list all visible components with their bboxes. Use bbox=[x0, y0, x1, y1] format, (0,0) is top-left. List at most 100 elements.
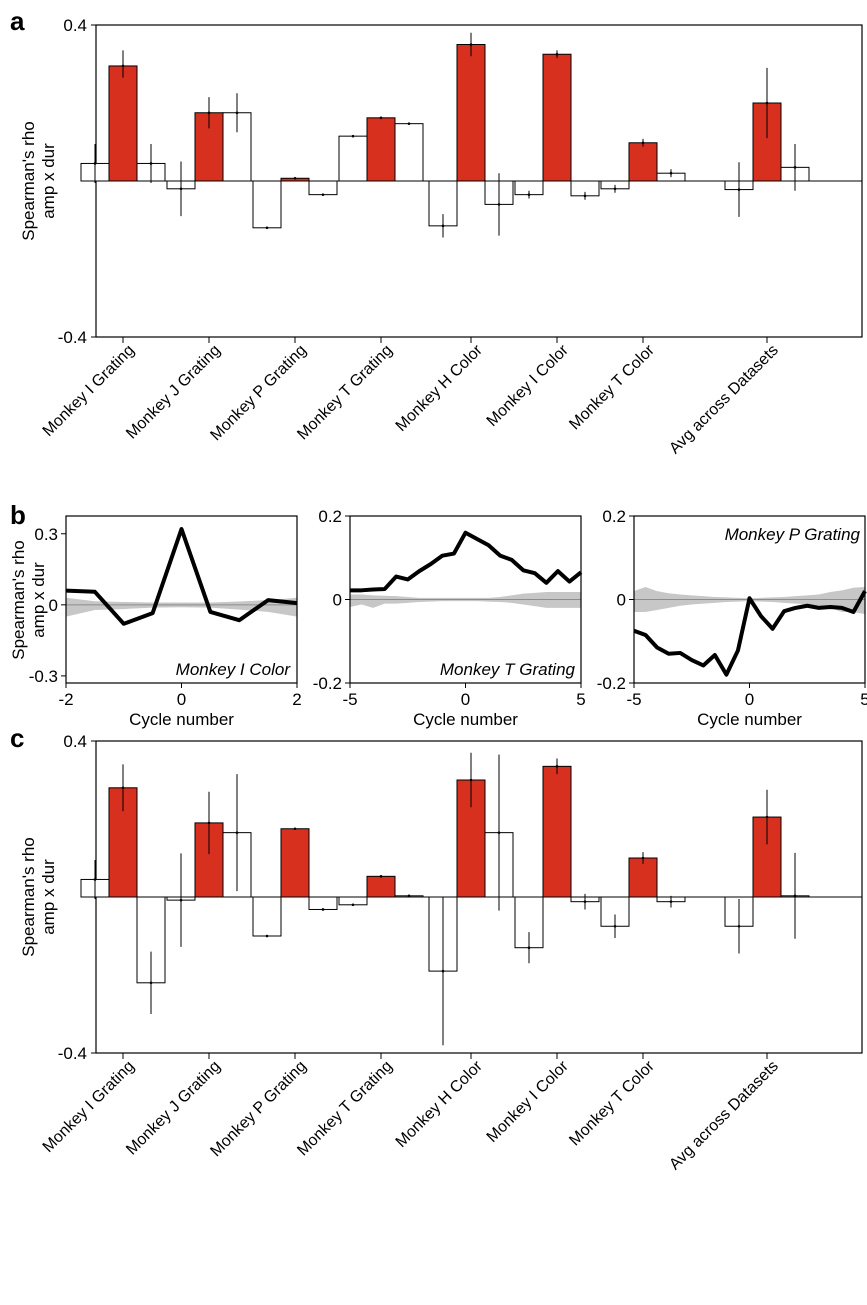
bar-mean-dot bbox=[265, 226, 269, 230]
panel-label-a: a bbox=[10, 6, 25, 36]
bar-mean-dot bbox=[527, 946, 531, 949]
y-axis-label: Spearman's rhoamp x dur bbox=[19, 837, 58, 956]
category-label: Monkey I Grating bbox=[40, 1058, 138, 1156]
x-tick-label: 0 bbox=[745, 690, 754, 709]
bar bbox=[308, 896, 338, 910]
bar-mean-dot bbox=[293, 827, 297, 831]
category-label: Monkey T Color bbox=[566, 1057, 658, 1149]
y-tick-label: -0.2 bbox=[597, 674, 626, 693]
x-axis-label: Cycle number bbox=[129, 710, 234, 729]
y-axis-label-line: Spearman's rho bbox=[19, 121, 38, 240]
x-axis-label: Cycle number bbox=[413, 710, 518, 729]
y-axis-label: Spearman's rhoamp x dur bbox=[9, 540, 48, 659]
bar-mean-dot bbox=[765, 101, 769, 105]
bar-mean-dot bbox=[293, 176, 297, 180]
y-tick-label: -0.4 bbox=[58, 328, 87, 347]
data-line bbox=[65, 527, 298, 626]
category-label: Monkey I Color bbox=[484, 341, 573, 430]
category-label: Monkey H Color bbox=[393, 1057, 487, 1151]
category-label: Monkey P Grating bbox=[207, 342, 309, 444]
bar-mean-dot bbox=[179, 898, 183, 902]
x-tick-label: 5 bbox=[576, 690, 585, 709]
bar-mean-dot bbox=[555, 765, 559, 768]
data-line bbox=[633, 590, 867, 677]
y-tick-label: 0.4 bbox=[63, 16, 87, 35]
bar bbox=[542, 765, 572, 898]
bar-mean-dot bbox=[527, 193, 531, 196]
bar-mean-dot bbox=[179, 187, 183, 191]
y-tick-label: -0.2 bbox=[313, 674, 342, 693]
bar-mean-dot bbox=[641, 141, 645, 145]
bar-mean-dot bbox=[469, 43, 473, 46]
x-tick-label: 2 bbox=[292, 690, 301, 709]
x-tick-label: 5 bbox=[860, 690, 867, 709]
category-label: Avg across Datasets bbox=[666, 342, 782, 458]
panel-label-c: c bbox=[10, 723, 24, 753]
bar-mean-dot bbox=[737, 188, 741, 191]
bar-mean-dot bbox=[737, 924, 741, 928]
bar-mean-dot bbox=[265, 934, 269, 938]
category-label: Monkey J Grating bbox=[123, 342, 224, 443]
bar-mean-dot bbox=[379, 116, 383, 120]
bar-mean-dot bbox=[407, 122, 411, 125]
bar-mean-dot bbox=[207, 821, 211, 825]
bar-mean-dot bbox=[121, 786, 125, 790]
category-label: Monkey I Grating bbox=[40, 342, 138, 440]
bar bbox=[222, 112, 252, 182]
bar-mean-dot bbox=[613, 924, 617, 928]
bar-mean-dot bbox=[207, 111, 211, 115]
bar-mean-dot bbox=[93, 878, 97, 881]
y-axis-label: Spearman's rhoamp x dur bbox=[19, 121, 58, 240]
subplot-label: Monkey P Grating bbox=[725, 525, 861, 544]
bar bbox=[252, 896, 282, 937]
y-tick-label: -0.4 bbox=[58, 1044, 87, 1063]
bar-mean-dot bbox=[149, 981, 153, 985]
bar bbox=[366, 875, 396, 898]
y-tick-label: 0 bbox=[617, 591, 626, 610]
bar bbox=[108, 65, 138, 182]
bar bbox=[456, 44, 486, 182]
bar-mean-dot bbox=[351, 134, 355, 138]
bar-mean-dot bbox=[441, 969, 445, 973]
bar-mean-dot bbox=[641, 856, 645, 860]
subplot-label: Monkey I Color bbox=[176, 660, 292, 679]
data-line bbox=[350, 530, 583, 593]
y-axis-label-line: Spearman's rho bbox=[9, 540, 28, 659]
bar-mean-dot bbox=[765, 815, 769, 819]
category-label: Monkey H Color bbox=[393, 341, 487, 435]
category-label: Monkey T Color bbox=[566, 341, 658, 433]
x-axis-label: Cycle number bbox=[697, 710, 802, 729]
bar-mean-dot bbox=[497, 831, 501, 834]
bar-mean-dot bbox=[93, 162, 97, 165]
category-label: Monkey T Grating bbox=[294, 342, 396, 444]
bar-mean-dot bbox=[235, 831, 239, 834]
panel-label-b: b bbox=[10, 500, 26, 530]
x-tick-label: 0 bbox=[461, 690, 470, 709]
y-tick-label: 0.3 bbox=[34, 525, 58, 544]
y-tick-label: -0.3 bbox=[29, 667, 58, 686]
category-label: Monkey T Grating bbox=[294, 1058, 396, 1160]
y-axis-label-line: amp x dur bbox=[39, 859, 58, 935]
subplot-label: Monkey T Grating bbox=[440, 660, 576, 679]
bar bbox=[280, 828, 310, 898]
y-axis-label-line: Spearman's rho bbox=[19, 837, 38, 956]
bar-mean-dot bbox=[149, 162, 153, 165]
bar-mean-dot bbox=[441, 224, 445, 228]
y-tick-label: 0.2 bbox=[602, 507, 626, 526]
bar-mean-dot bbox=[321, 908, 325, 911]
bar-mean-dot bbox=[583, 900, 587, 903]
category-label: Monkey J Grating bbox=[123, 1058, 224, 1159]
category-label: Monkey I Color bbox=[484, 1057, 573, 1146]
y-tick-label: 0.4 bbox=[63, 732, 87, 751]
y-tick-label: 0.2 bbox=[318, 507, 342, 526]
bar-mean-dot bbox=[793, 894, 797, 898]
null-band bbox=[66, 597, 297, 617]
category-label: Monkey P Grating bbox=[207, 1058, 309, 1160]
bar bbox=[628, 142, 658, 182]
bar-mean-dot bbox=[555, 52, 559, 56]
bar bbox=[628, 857, 658, 898]
bar-mean-dot bbox=[379, 875, 383, 878]
bar bbox=[366, 117, 396, 182]
x-tick-label: -5 bbox=[626, 690, 641, 709]
